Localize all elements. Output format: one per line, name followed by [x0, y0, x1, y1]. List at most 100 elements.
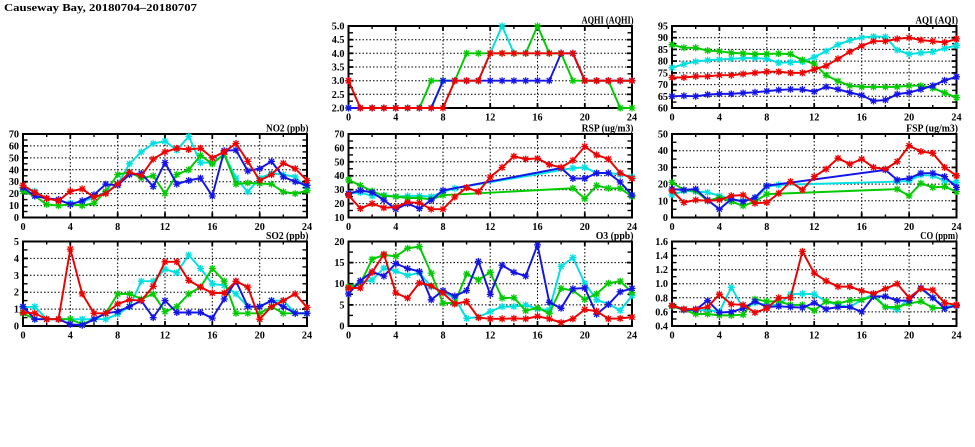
- svg-text:1: 1: [14, 305, 19, 316]
- svg-text:24: 24: [951, 222, 961, 233]
- svg-text:8: 8: [115, 222, 120, 233]
- svg-text:30: 30: [9, 177, 19, 188]
- svg-text:0: 0: [20, 222, 25, 233]
- svg-text:0: 0: [346, 331, 351, 342]
- svg-text:20: 20: [580, 331, 590, 342]
- svg-text:4: 4: [717, 222, 722, 233]
- svg-text:50: 50: [9, 153, 19, 164]
- svg-text:16: 16: [207, 331, 217, 342]
- svg-text:20: 20: [334, 237, 344, 248]
- svg-text:12: 12: [809, 222, 819, 233]
- svg-text:95: 95: [658, 22, 668, 33]
- svg-text:4: 4: [393, 331, 398, 342]
- svg-text:10: 10: [658, 196, 668, 207]
- svg-text:8: 8: [440, 113, 445, 124]
- svg-text:90: 90: [658, 33, 668, 44]
- svg-text:4: 4: [393, 113, 398, 124]
- svg-text:15: 15: [334, 258, 344, 269]
- svg-text:80: 80: [658, 57, 668, 68]
- svg-text:0: 0: [346, 222, 351, 233]
- svg-text:24: 24: [627, 331, 637, 342]
- svg-text:12: 12: [485, 331, 495, 342]
- svg-text:4: 4: [717, 113, 722, 124]
- svg-text:0.4: 0.4: [655, 322, 668, 333]
- svg-text:0: 0: [669, 113, 674, 124]
- svg-text:10: 10: [334, 279, 344, 290]
- svg-text:5.0: 5.0: [332, 22, 345, 33]
- svg-text:24: 24: [302, 222, 312, 233]
- svg-text:8: 8: [440, 331, 445, 342]
- svg-text:NO2 (ppb): NO2 (ppb): [266, 124, 309, 135]
- svg-text:16: 16: [207, 222, 217, 233]
- svg-text:20: 20: [658, 180, 668, 191]
- svg-text:12: 12: [160, 331, 170, 342]
- svg-text:0: 0: [669, 331, 674, 342]
- svg-text:20: 20: [904, 331, 914, 342]
- svg-text:24: 24: [627, 222, 637, 233]
- svg-text:12: 12: [160, 222, 170, 233]
- svg-text:FSP (ug/m3): FSP (ug/m3): [906, 124, 958, 135]
- svg-text:16: 16: [857, 222, 867, 233]
- svg-text:8: 8: [764, 331, 769, 342]
- svg-text:0: 0: [339, 322, 344, 333]
- svg-text:40: 40: [334, 171, 344, 182]
- svg-text:AQI (AQI): AQI (AQI): [916, 16, 959, 27]
- svg-text:40: 40: [9, 165, 19, 176]
- svg-text:0: 0: [669, 222, 674, 233]
- svg-text:AQHI (AQHI): AQHI (AQHI): [582, 16, 634, 27]
- svg-text:8: 8: [440, 222, 445, 233]
- svg-text:1.6: 1.6: [655, 237, 668, 248]
- svg-text:3.5: 3.5: [332, 63, 345, 74]
- svg-text:0.8: 0.8: [655, 293, 668, 304]
- svg-text:20: 20: [255, 222, 265, 233]
- svg-text:12: 12: [485, 222, 495, 233]
- svg-text:60: 60: [334, 143, 344, 154]
- svg-text:24: 24: [627, 113, 637, 124]
- svg-text:12: 12: [485, 113, 495, 124]
- svg-text:20: 20: [904, 113, 914, 124]
- svg-text:16: 16: [857, 113, 867, 124]
- svg-text:70: 70: [658, 80, 668, 91]
- svg-text:65: 65: [658, 92, 668, 103]
- svg-text:RSP (ug/m3): RSP (ug/m3): [582, 124, 634, 135]
- svg-text:4.5: 4.5: [332, 35, 345, 46]
- svg-text:16: 16: [532, 331, 542, 342]
- svg-text:4: 4: [717, 331, 722, 342]
- svg-text:0: 0: [663, 213, 668, 224]
- svg-text:O3 (ppb): O3 (ppb): [596, 231, 634, 242]
- svg-text:16: 16: [532, 222, 542, 233]
- svg-text:3.0: 3.0: [332, 76, 345, 87]
- svg-text:40: 40: [658, 146, 668, 157]
- svg-text:12: 12: [809, 331, 819, 342]
- svg-text:1.4: 1.4: [655, 251, 668, 262]
- svg-text:20: 20: [580, 222, 590, 233]
- svg-text:70: 70: [9, 130, 19, 141]
- svg-text:60: 60: [658, 104, 668, 115]
- svg-text:12: 12: [809, 113, 819, 124]
- svg-text:20: 20: [334, 199, 344, 210]
- svg-text:16: 16: [857, 331, 867, 342]
- svg-text:20: 20: [9, 189, 19, 200]
- svg-text:0: 0: [14, 213, 19, 224]
- svg-text:10: 10: [334, 213, 344, 224]
- svg-text:85: 85: [658, 45, 668, 56]
- svg-text:1.0: 1.0: [655, 279, 668, 290]
- svg-text:30: 30: [658, 163, 668, 174]
- svg-text:20: 20: [580, 113, 590, 124]
- svg-text:2.0: 2.0: [332, 104, 345, 115]
- svg-text:20: 20: [904, 222, 914, 233]
- svg-text:0: 0: [346, 113, 351, 124]
- svg-text:5: 5: [339, 300, 344, 311]
- svg-text:24: 24: [302, 331, 312, 342]
- svg-text:10: 10: [9, 201, 19, 212]
- svg-text:30: 30: [334, 185, 344, 196]
- svg-text:50: 50: [334, 157, 344, 168]
- svg-text:24: 24: [951, 331, 961, 342]
- svg-text:1.2: 1.2: [655, 265, 668, 276]
- svg-text:20: 20: [255, 331, 265, 342]
- svg-text:50: 50: [658, 130, 668, 141]
- svg-text:16: 16: [532, 113, 542, 124]
- svg-text:0: 0: [20, 331, 25, 342]
- svg-text:Causeway Bay, 20180704–2018070: Causeway Bay, 20180704–20180707: [4, 3, 197, 14]
- svg-text:4: 4: [68, 222, 73, 233]
